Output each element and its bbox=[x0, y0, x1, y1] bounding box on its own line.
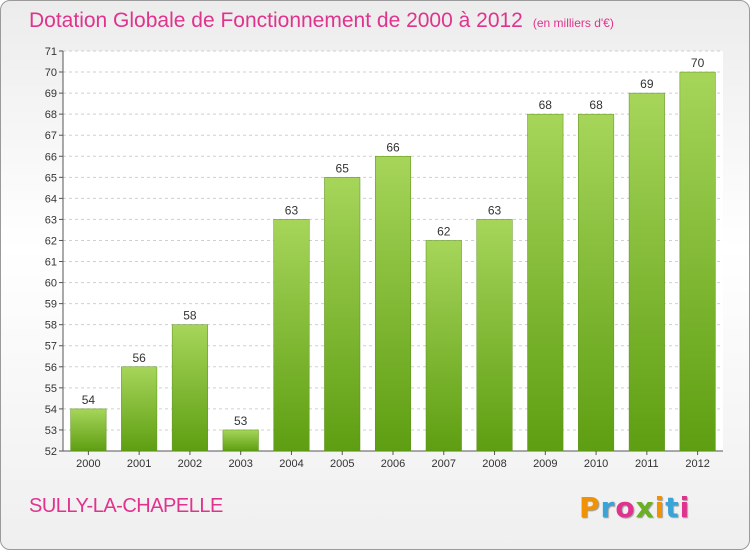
x-tick-label: 2002 bbox=[178, 458, 202, 470]
y-tick-label: 57 bbox=[45, 341, 57, 353]
x-tick-label: 2003 bbox=[228, 458, 252, 470]
data-label: 62 bbox=[437, 224, 451, 238]
x-tick-label: 2012 bbox=[685, 458, 709, 470]
logo-letter: t bbox=[665, 491, 680, 524]
y-tick-label: 68 bbox=[45, 109, 57, 121]
y-tick-label: 58 bbox=[45, 320, 57, 332]
logo-letter: r bbox=[600, 491, 616, 524]
data-label: 70 bbox=[691, 56, 705, 70]
bar bbox=[222, 429, 259, 452]
logo-letter: i bbox=[679, 491, 691, 524]
data-label: 63 bbox=[285, 203, 299, 217]
x-tick-label: 2009 bbox=[533, 458, 557, 470]
data-label: 68 bbox=[589, 98, 603, 112]
x-tick-label: 2005 bbox=[330, 458, 354, 470]
proxiti-logo: Proxiti bbox=[579, 491, 690, 524]
x-tick-label: 2011 bbox=[635, 458, 659, 470]
logo-letter: P bbox=[579, 491, 601, 524]
bar bbox=[171, 324, 208, 452]
y-tick-label: 66 bbox=[45, 151, 57, 163]
y-tick-label: 56 bbox=[45, 362, 57, 374]
x-tick-label: 2000 bbox=[76, 458, 100, 470]
y-tick-label: 55 bbox=[45, 383, 57, 395]
y-tick-label: 59 bbox=[45, 299, 57, 311]
bar bbox=[324, 177, 361, 452]
bar bbox=[476, 219, 513, 452]
bar bbox=[679, 71, 716, 452]
y-tick-label: 67 bbox=[45, 130, 57, 142]
logo-letter: o bbox=[615, 491, 636, 524]
y-tick-label: 64 bbox=[45, 193, 57, 205]
chart-subtitle: (en milliers d'€) bbox=[532, 16, 614, 30]
y-tick-label: 71 bbox=[45, 46, 57, 58]
x-tick-label: 2001 bbox=[127, 458, 151, 470]
data-label: 58 bbox=[183, 309, 197, 323]
bar bbox=[578, 113, 615, 452]
y-tick-label: 53 bbox=[45, 425, 57, 437]
y-tick-label: 62 bbox=[45, 235, 57, 247]
x-tick-label: 2006 bbox=[381, 458, 405, 470]
chart-title: Dotation Globale de Fonctionnement de 20… bbox=[29, 9, 614, 32]
x-tick-label: 2004 bbox=[279, 458, 303, 470]
x-tick-label: 2007 bbox=[432, 458, 456, 470]
data-label: 69 bbox=[640, 77, 654, 91]
y-tick-label: 63 bbox=[45, 214, 57, 226]
logo-letter: x bbox=[635, 491, 655, 524]
y-tick-label: 61 bbox=[45, 257, 57, 269]
data-label: 68 bbox=[539, 98, 553, 112]
bar bbox=[425, 240, 462, 452]
bar bbox=[628, 92, 665, 452]
y-tick-label: 70 bbox=[45, 67, 57, 79]
x-tick-label: 2008 bbox=[482, 458, 506, 470]
data-label: 63 bbox=[488, 203, 502, 217]
bar bbox=[121, 366, 158, 452]
data-label: 65 bbox=[336, 161, 350, 175]
data-label: 56 bbox=[132, 351, 146, 365]
bar bbox=[70, 408, 107, 452]
y-tick-label: 54 bbox=[45, 404, 57, 416]
data-label: 53 bbox=[234, 414, 248, 428]
bar bbox=[273, 219, 310, 452]
y-tick-label: 65 bbox=[45, 172, 57, 184]
x-tick-label: 2010 bbox=[584, 458, 608, 470]
commune-name: SULLY-LA-CHAPELLE bbox=[29, 495, 223, 517]
y-tick-label: 60 bbox=[45, 278, 57, 290]
bar bbox=[374, 156, 412, 452]
y-tick-label: 52 bbox=[45, 446, 57, 458]
bar bbox=[527, 113, 564, 452]
y-tick-label: 69 bbox=[45, 88, 57, 100]
logo-letter: i bbox=[654, 491, 666, 524]
data-label: 54 bbox=[82, 393, 96, 407]
data-label: 66 bbox=[386, 140, 400, 154]
